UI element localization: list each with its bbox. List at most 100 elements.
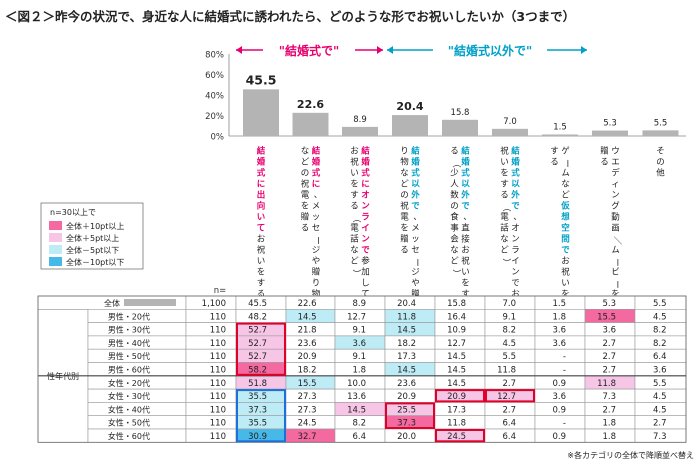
row-n: 110: [210, 405, 226, 415]
svg-text:向: 向: [257, 201, 266, 212]
cell-value: 8.2: [653, 326, 667, 336]
cell-value: 0.9: [552, 379, 566, 389]
svg-text:お: お: [461, 246, 470, 256]
cell-value: 15.8: [447, 299, 466, 309]
table-cell: [534, 362, 586, 377]
cell-value: 18.2: [298, 366, 317, 376]
svg-text:ー: ー: [611, 280, 621, 289]
row-n: 110: [210, 366, 226, 376]
cell-value: 32.7: [298, 432, 317, 442]
svg-text:婚: 婚: [360, 157, 370, 168]
svg-text:結: 結: [361, 146, 370, 157]
svg-text:ム: ム: [561, 169, 570, 179]
cell-value: 1.5: [552, 299, 566, 309]
y-tick-label: 80%: [205, 51, 224, 61]
svg-text:メ: メ: [411, 224, 420, 234]
row-n: 110: [210, 326, 226, 336]
cell-value: 14.5: [397, 366, 416, 376]
svg-text:）: ）: [350, 269, 361, 278]
svg-text:ジ: ジ: [312, 246, 321, 256]
row-label: 女性・50代: [108, 418, 150, 428]
svg-text:ど: ど: [350, 257, 359, 267]
legend-swatch: [49, 221, 62, 230]
cell-value: 3.6: [653, 366, 667, 376]
svg-text:ど: ど: [500, 246, 509, 256]
cell-value: 8.9: [352, 299, 366, 309]
legend-label: 全体－10pt以下: [66, 257, 124, 267]
bar: [542, 134, 578, 136]
bar-value-label: 1.5: [553, 122, 567, 132]
row-n: 110: [210, 379, 226, 389]
svg-text:ー: ー: [312, 236, 322, 245]
cell-value: 7.3: [653, 432, 667, 442]
bar-value-label: 8.9: [353, 115, 367, 125]
svg-text:会: 会: [450, 234, 459, 245]
cell-value: 27.3: [298, 405, 317, 415]
chart-title: ＜図２＞昨今の状況で、身近な人に結婚式に誘われたら、どのような形でお祝いしたいか…: [5, 9, 576, 24]
svg-text:り: り: [312, 279, 321, 289]
cell-value: 4.5: [653, 392, 667, 402]
svg-text:の: の: [400, 191, 409, 201]
bar: [292, 112, 329, 136]
bar-value-label: 20.4: [396, 100, 423, 113]
cell-value: 58.2: [248, 366, 267, 376]
svg-text:て: て: [361, 290, 370, 300]
svg-text:ど: ど: [301, 158, 310, 168]
svg-text:、: 、: [463, 213, 472, 223]
bar: [642, 130, 679, 136]
cell-value: 37.3: [248, 405, 267, 415]
svg-text:イ: イ: [361, 224, 370, 234]
svg-text:ン: ン: [611, 191, 620, 201]
svg-text:祝: 祝: [400, 201, 409, 212]
cell-value: 3.6: [602, 326, 616, 336]
svg-text:セ: セ: [312, 224, 321, 234]
wedding-arrowhead-right: [377, 46, 383, 54]
svg-text:セ: セ: [411, 246, 420, 256]
cell-value: 1.8: [602, 419, 616, 429]
svg-text:ど: ど: [400, 180, 409, 190]
header-non-wedding: "結婚式以外で": [448, 43, 533, 58]
table-cell: [534, 415, 586, 430]
cell-value: 11.8: [447, 419, 466, 429]
cell-value: -: [563, 419, 566, 429]
table-cell: [534, 348, 586, 363]
cell-value: 5.5: [653, 379, 667, 389]
svg-text:祝: 祝: [301, 179, 310, 190]
svg-text:式: 式: [511, 168, 520, 179]
cell-value: 11.8: [397, 312, 416, 322]
bar-value-label: 7.0: [503, 117, 517, 127]
bar: [392, 115, 428, 136]
svg-text:数: 数: [450, 190, 459, 201]
svg-text:参: 参: [361, 256, 370, 267]
cell-value: 5.3: [602, 299, 616, 309]
cell-value: 14.5: [447, 379, 466, 389]
svg-text:／: ／: [611, 236, 621, 245]
table-row: 女性・50代 110 35.5 24.5 8.2 37.3 11.8 6.4 - 1.8 2.7: [87, 415, 687, 430]
row-label: 男性・60代: [108, 365, 150, 375]
svg-text:少: 少: [450, 169, 459, 179]
cell-value: 22.6: [298, 299, 317, 309]
svg-text:ム: ム: [611, 246, 620, 256]
svg-text:（: （: [450, 159, 461, 168]
cell-value: 10.0: [347, 379, 366, 389]
cell-value: 6.4: [352, 432, 366, 442]
svg-text:ゲ: ゲ: [561, 146, 570, 157]
bar: [442, 119, 478, 136]
svg-text:動: 動: [611, 212, 620, 223]
svg-text:祝: 祝: [350, 157, 359, 168]
svg-text:ー: ー: [561, 159, 571, 168]
legend-label: 全体－5pt以下: [66, 245, 119, 255]
svg-text:電: 電: [350, 224, 359, 234]
cell-value: 24.5: [447, 432, 466, 442]
cell-value: 37.3: [397, 419, 416, 429]
svg-text:、: 、: [513, 213, 522, 223]
svg-text:お: お: [257, 235, 266, 245]
svg-text:す: す: [550, 147, 559, 157]
bar-value-label: 15.8: [451, 108, 470, 118]
svg-text:贈: 贈: [400, 234, 409, 245]
cell-value: 12.7: [497, 392, 516, 402]
svg-text:電: 電: [301, 191, 310, 201]
svg-text:い: い: [350, 169, 359, 179]
